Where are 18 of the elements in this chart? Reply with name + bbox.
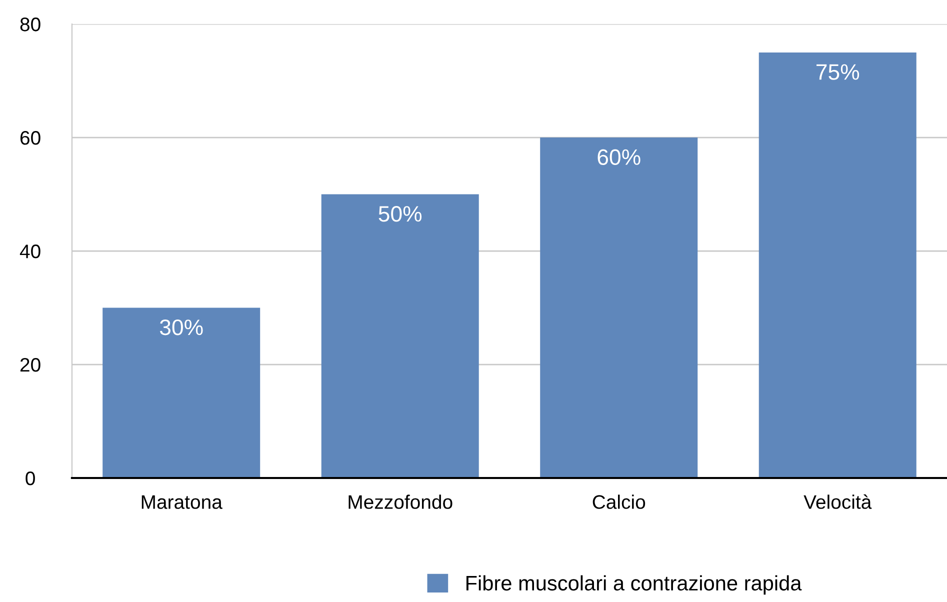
y-tick-label: 20 bbox=[20, 358, 40, 372]
x-tick-label: Maratona bbox=[142, 495, 222, 509]
x-tick-label: Velocità bbox=[804, 494, 872, 509]
y-tick-label: 80 bbox=[20, 18, 40, 32]
data-label: 75% bbox=[816, 64, 860, 80]
x-tick-label: Calcio bbox=[592, 494, 646, 509]
bar bbox=[102, 308, 260, 478]
y-tick-label: 0 bbox=[26, 471, 35, 486]
y-tick-label: 60 bbox=[20, 131, 40, 145]
x-tick-label: Mezzofondo bbox=[348, 494, 452, 509]
bar bbox=[540, 138, 698, 478]
bar bbox=[758, 52, 916, 478]
legend-label: Fibre muscolari a contrazione rapida bbox=[466, 575, 802, 595]
data-label: 60% bbox=[598, 149, 640, 165]
y-tick-label: 40 bbox=[20, 244, 40, 258]
data-label: 50% bbox=[378, 206, 422, 222]
bar bbox=[321, 194, 479, 478]
data-label: 30% bbox=[160, 319, 203, 336]
